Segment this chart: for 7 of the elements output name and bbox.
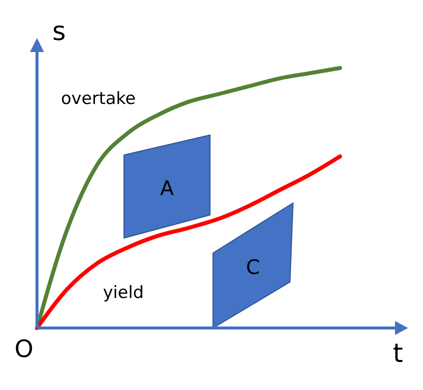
x-axis-title: t xyxy=(392,339,404,369)
annotation: overtake xyxy=(61,89,136,109)
annotation: C xyxy=(246,255,260,279)
annotation: yield xyxy=(103,283,144,303)
text: O xyxy=(14,335,34,363)
annotation: A xyxy=(160,176,174,200)
y-axis-title: s xyxy=(52,17,66,47)
